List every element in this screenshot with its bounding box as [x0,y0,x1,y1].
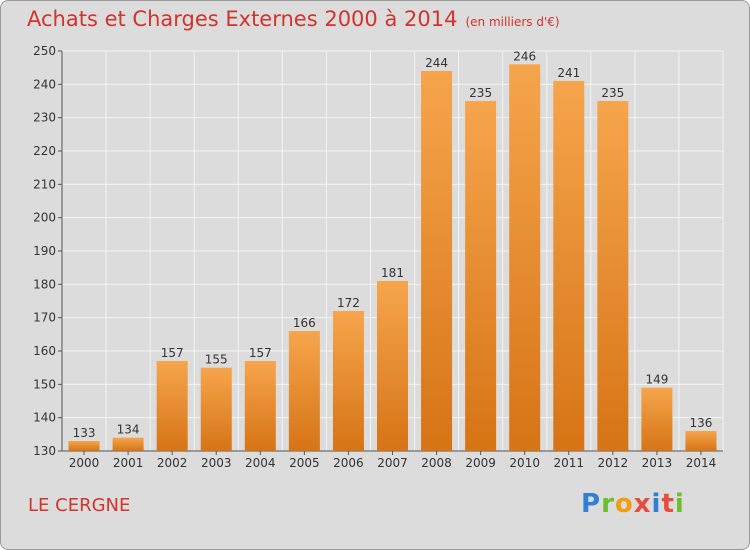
axes: 130 140 150 160 170 180 190 200 210 220 230 240 250 2… [33,44,723,470]
y-tick-label: 250 [33,44,56,58]
data-label: 134 [117,423,140,437]
y-tick-label: 210 [33,177,56,191]
logo-letter: P [581,489,602,519]
data-label: 244 [425,56,448,70]
data-label: 157 [161,346,184,360]
proxiti-logo: Proxiti [581,489,685,519]
x-tick-label: 2012 [598,456,629,470]
y-tick-label: 220 [33,144,56,158]
data-label: 235 [469,86,492,100]
x-tick-label: 2011 [553,456,584,470]
bar-2002 [156,361,188,451]
y-tick-label: 190 [33,244,56,258]
bar-2006 [332,311,364,451]
bar-2003 [200,367,232,451]
data-label: 157 [249,346,272,360]
bar-2014 [685,431,717,451]
data-label: 149 [645,373,668,387]
bars [68,64,717,452]
y-tick-label: 240 [33,77,56,91]
location-label: LE CERGNE [28,495,131,516]
y-tick-label: 140 [33,411,56,425]
y-tick-label: 130 [33,444,56,458]
data-label: 241 [557,66,580,80]
y-tick-label: 180 [33,277,56,291]
x-tick-label: 2004 [245,456,276,470]
bar-2004 [244,361,276,451]
chart-title-text: Achats et Charges Externes 2000 à 2014 [27,7,458,31]
x-tick-label: 2005 [289,456,320,470]
y-tick-label: 150 [33,377,56,391]
data-label: 133 [73,426,96,440]
chart-title: Achats et Charges Externes 2000 à 2014 (e… [27,7,560,31]
logo-letter: i [651,489,662,519]
data-labels: 133 134 157 155 157 166 172 181 244 235 246 241 235 1… [73,49,713,440]
y-tick-label: 230 [33,111,56,125]
bar-2005 [288,331,320,451]
bar-2012 [597,101,629,451]
bar-2013 [641,387,673,451]
x-tick-label: 2002 [157,456,188,470]
x-tick-label: 2001 [113,456,144,470]
x-tick-label: 2008 [421,456,452,470]
bar-2011 [553,81,585,451]
data-label: 235 [601,86,624,100]
logo-letter: o [614,489,634,519]
logo-letter: x [633,489,652,519]
data-label: 155 [205,353,228,367]
bar-2007 [377,281,408,451]
x-tick-label: 2006 [333,456,364,470]
logo-letter: r [601,489,615,519]
x-tick-label: 2013 [642,456,673,470]
x-tick-label: 2007 [377,456,408,470]
logo-letter: i [674,489,685,519]
bar-2000 [68,441,100,451]
data-label: 166 [293,316,316,330]
bar-2009 [465,101,497,451]
data-label: 181 [381,266,404,280]
data-label: 246 [513,49,536,63]
x-tick-label: 2000 [69,456,100,470]
y-tick-label: 200 [33,211,56,225]
bar-2001 [112,437,144,451]
logo-letter: t [661,489,675,519]
y-tick-label: 160 [33,344,56,358]
x-tick-label: 2003 [201,456,232,470]
y-tick-label: 170 [33,311,56,325]
chart-subtitle: (en milliers d'€) [465,15,560,29]
data-label: 172 [337,296,360,310]
data-label: 136 [690,416,713,430]
bar-2008 [421,71,453,451]
x-tick-label: 2014 [686,456,717,470]
x-tick-label: 2009 [465,456,496,470]
x-tick-label: 2010 [509,456,540,470]
bar-2010 [509,64,541,452]
